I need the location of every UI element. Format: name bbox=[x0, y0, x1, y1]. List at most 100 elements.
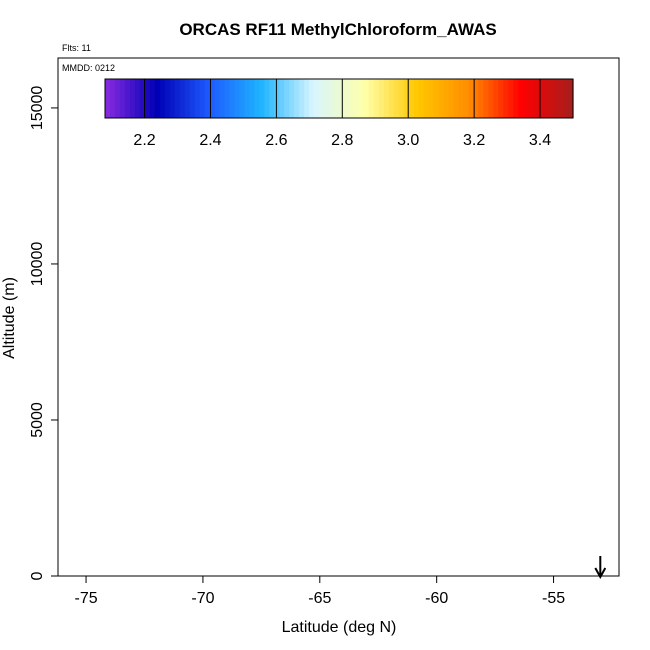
x-tick-label: -75 bbox=[74, 590, 97, 607]
colorbar-cell bbox=[348, 79, 355, 118]
colorbar-cell bbox=[398, 79, 405, 118]
sample-point bbox=[266, 403, 275, 412]
sample-point bbox=[119, 503, 128, 512]
colorbar-cell bbox=[373, 79, 380, 118]
sample-point bbox=[119, 316, 128, 325]
colorbar-cell bbox=[179, 79, 186, 118]
sample-point bbox=[107, 453, 116, 462]
colorbar-cell bbox=[413, 79, 420, 118]
colorbar-cell bbox=[334, 79, 340, 118]
colorbar-cell bbox=[274, 79, 280, 118]
colorbar-cell bbox=[428, 79, 435, 118]
y-tick-label: 15000 bbox=[29, 86, 46, 131]
sample-points bbox=[79, 200, 497, 576]
colorbar-cell bbox=[558, 79, 564, 118]
colorbar-cell bbox=[393, 79, 400, 118]
colorbar-cell bbox=[329, 79, 335, 118]
colorbar-cell bbox=[563, 79, 569, 118]
colorbar-cell bbox=[259, 79, 265, 118]
colorbar-cell bbox=[473, 79, 480, 118]
colorbar-cell bbox=[234, 79, 241, 118]
colorbar-cell bbox=[144, 79, 151, 118]
x-axis: -75 -70 -65 -60 -55 bbox=[74, 575, 565, 607]
sample-point bbox=[318, 200, 327, 209]
colorbar-cell bbox=[453, 79, 460, 118]
colorbar-cell bbox=[219, 79, 226, 118]
colorbar-cell bbox=[363, 79, 370, 118]
colorbar-cell bbox=[279, 79, 285, 118]
colorbar-cell bbox=[314, 79, 320, 118]
colorbar-cell bbox=[403, 79, 410, 118]
colorbar: 2.2 2.4 2.6 2.8 3.0 3.2 3.4 bbox=[104, 78, 574, 149]
colorbar-tick-label: 3.4 bbox=[529, 132, 551, 149]
x-tick-label: -55 bbox=[542, 590, 565, 607]
sample-point bbox=[392, 543, 401, 552]
colorbar-cell bbox=[169, 79, 176, 118]
colorbar-cell bbox=[309, 79, 315, 118]
sample-point bbox=[93, 493, 102, 502]
sample-point bbox=[100, 419, 109, 428]
colorbar-cell bbox=[174, 79, 181, 118]
colorbar-cell bbox=[343, 79, 350, 118]
colorbar-cell bbox=[324, 79, 330, 118]
colorbar-cell bbox=[478, 79, 484, 118]
colorbar-cell bbox=[458, 79, 465, 118]
colorbar-cell bbox=[154, 79, 161, 118]
sample-point bbox=[341, 537, 350, 546]
colorbar-cell bbox=[353, 79, 360, 118]
colorbar-cell bbox=[224, 79, 231, 118]
colorbar-cell bbox=[244, 79, 250, 118]
colorbar-tick-label: 2.6 bbox=[265, 132, 287, 149]
colorbar-cell bbox=[164, 79, 171, 118]
colorbar-cell bbox=[304, 79, 310, 118]
colorbar-cell bbox=[463, 79, 470, 118]
sample-point bbox=[224, 272, 233, 281]
x-tick-label: -70 bbox=[191, 590, 214, 607]
sample-point bbox=[472, 300, 481, 309]
colorbar-cell bbox=[423, 79, 430, 118]
colorbar-gradient bbox=[105, 79, 574, 118]
plot-background bbox=[58, 58, 619, 576]
sample-point bbox=[381, 567, 390, 576]
sample-point bbox=[325, 534, 334, 543]
colorbar-cell bbox=[239, 79, 246, 118]
colorbar-tick-label: 2.4 bbox=[199, 132, 221, 149]
colorbar-cell bbox=[299, 79, 305, 118]
sample-point bbox=[86, 567, 95, 576]
colorbar-cell bbox=[254, 79, 260, 118]
sample-point bbox=[145, 503, 154, 512]
sample-point bbox=[163, 567, 172, 576]
sample-point bbox=[488, 200, 497, 209]
colorbar-cell bbox=[468, 79, 475, 118]
sample-point bbox=[168, 567, 177, 576]
sample-point bbox=[329, 567, 338, 576]
colorbar-cell bbox=[518, 79, 524, 118]
sample-point bbox=[320, 490, 329, 499]
y-tick-label: 0 bbox=[29, 571, 46, 580]
colorbar-ticks: 2.2 2.4 2.6 2.8 3.0 3.2 3.4 bbox=[133, 79, 551, 149]
colorbar-cell bbox=[124, 79, 131, 118]
colorbar-cell bbox=[543, 79, 549, 118]
colorbar-tick-label: 3.2 bbox=[463, 132, 485, 149]
colorbar-cell bbox=[523, 79, 529, 118]
arrow-down-icon bbox=[594, 556, 607, 580]
sample-point bbox=[98, 543, 107, 552]
sample-point bbox=[248, 337, 257, 346]
colorbar-tick-label: 3.0 bbox=[397, 132, 419, 149]
sample-point bbox=[460, 244, 469, 253]
colorbar-cell bbox=[214, 79, 221, 118]
colorbar-cell bbox=[368, 79, 375, 118]
flights-note: Flts: 11 bbox=[62, 43, 91, 53]
colorbar-cell bbox=[139, 79, 146, 118]
colorbar-cell bbox=[538, 79, 544, 118]
colorbar-frame bbox=[104, 78, 574, 119]
y-axis-label: Altitude (m) bbox=[1, 277, 18, 359]
colorbar-cell bbox=[204, 79, 211, 118]
plot-area bbox=[57, 57, 620, 577]
y-axis: 0 5000 10000 15000 bbox=[29, 86, 59, 580]
colorbar-cell bbox=[388, 79, 395, 118]
colorbar-cell bbox=[229, 79, 236, 118]
sample-point bbox=[191, 475, 200, 484]
colorbar-cell bbox=[383, 79, 390, 118]
